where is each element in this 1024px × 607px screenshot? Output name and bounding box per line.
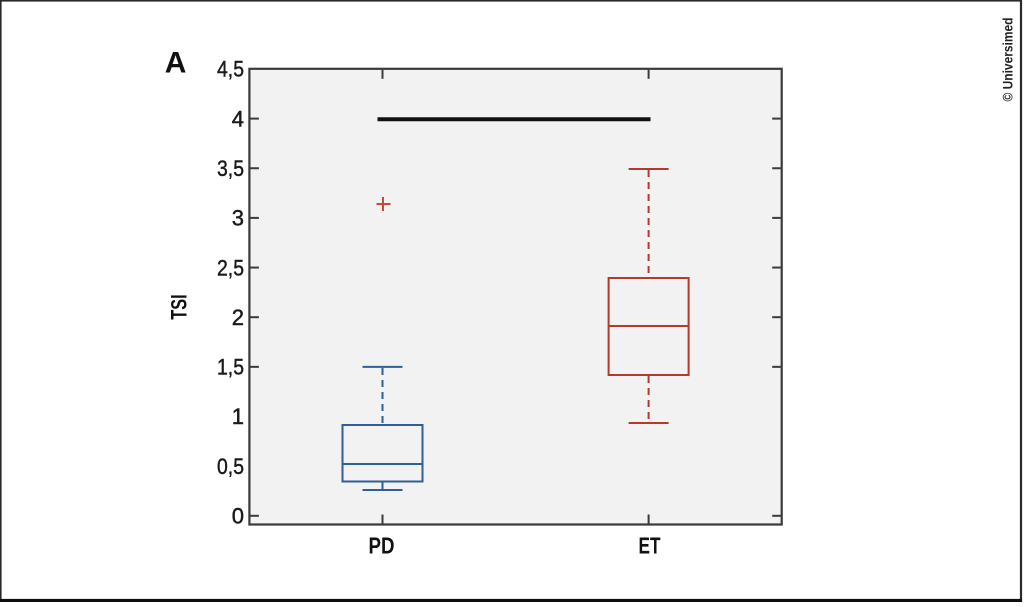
svg-text:0: 0 [232,504,244,529]
svg-text:© Universimed: © Universimed [1001,18,1017,102]
svg-text:PD: PD [369,533,395,559]
svg-text:2: 2 [232,305,244,330]
svg-text:4,5: 4,5 [217,57,244,82]
svg-text:1: 1 [232,404,244,429]
svg-text:3: 3 [232,206,244,231]
svg-text:3,5: 3,5 [217,156,244,181]
svg-text:0,5: 0,5 [217,454,244,479]
svg-text:2,5: 2,5 [217,255,244,280]
svg-text:4: 4 [232,106,244,131]
svg-text:TSI: TSI [167,294,192,319]
svg-text:ET: ET [639,533,661,559]
svg-text:A: A [165,47,187,80]
svg-text:1,5: 1,5 [217,355,244,380]
